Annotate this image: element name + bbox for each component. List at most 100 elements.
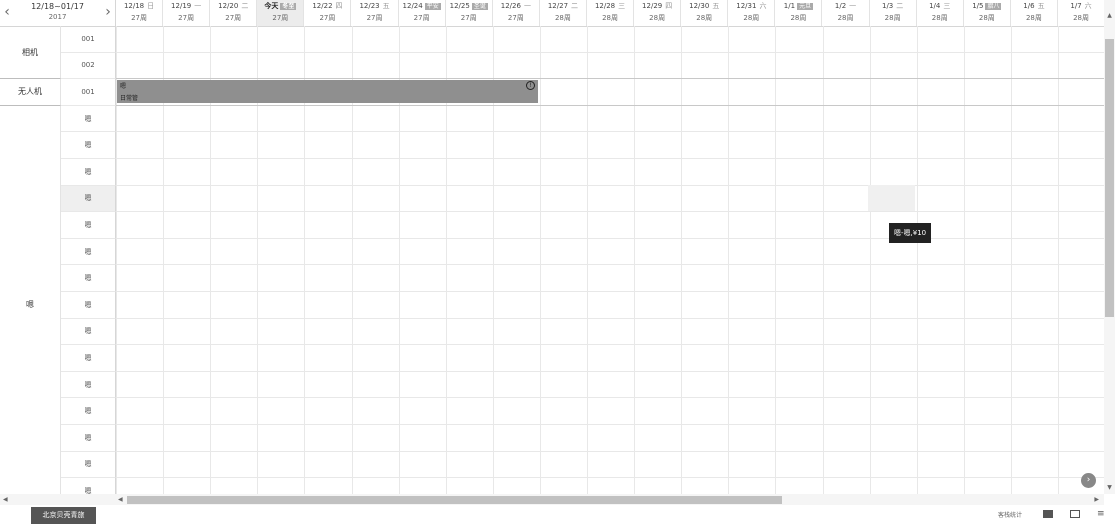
booking-status: 日常管 <box>120 95 139 102</box>
room-unit[interactable]: 嗯 <box>61 212 116 239</box>
day-date: 12/23 五 <box>352 1 398 11</box>
room-unit[interactable]: 嗯 <box>61 398 116 425</box>
grid-row-line <box>116 291 1104 292</box>
room-unit[interactable]: 嗯 <box>61 159 116 186</box>
footer-bar: 北京贝壳青旅 客栈统计 ≡ <box>0 505 1115 524</box>
day-date: 12/20 二 <box>210 1 256 11</box>
day-header[interactable]: 12/23 五 27周 <box>352 0 399 26</box>
day-week: 28周 <box>696 14 713 22</box>
day-header[interactable]: 1/7 六 28周 <box>1058 0 1106 26</box>
day-header[interactable]: 1/3 二 28周 <box>870 0 917 26</box>
day-weekday: 二 <box>896 2 904 10</box>
horizontal-scrollbar[interactable]: ◀ ◀ ▶ <box>0 494 1104 505</box>
chevron-right-circle-icon[interactable]: › <box>1081 473 1096 488</box>
hover-cell[interactable] <box>868 185 915 211</box>
room-unit[interactable]: 002 <box>61 52 116 80</box>
room-unit[interactable]: 嗯 <box>61 318 116 346</box>
day-weekday: 五 <box>712 2 720 10</box>
grid-column-line <box>539 26 541 494</box>
grid-row-line <box>116 131 1104 133</box>
day-date: 12/28 三 <box>587 1 633 11</box>
day-header[interactable]: 12/18 日 27周 <box>116 0 164 26</box>
room-unit[interactable]: 001 <box>61 26 116 53</box>
day-header[interactable]: 12/26 一 27周 <box>493 0 540 26</box>
day-date-text: 12/24 <box>402 2 423 10</box>
day-header[interactable]: 1/2 一 28周 <box>823 0 870 26</box>
date-range-selector[interactable]: ‹ 12/18~01/17 2017 › <box>0 0 116 26</box>
day-header[interactable]: 12/25 圣诞 27周 <box>446 0 493 26</box>
day-header[interactable]: 12/20 二 27周 <box>210 0 258 26</box>
room-unit[interactable]: 嗯 <box>61 105 116 133</box>
day-header[interactable]: 1/5 腊八 28周 <box>964 0 1011 26</box>
day-header[interactable]: 12/27 二 28周 <box>540 0 587 26</box>
grid-row-line <box>116 51 1104 53</box>
scroll-down-icon[interactable]: ▼ <box>1107 484 1112 491</box>
scroll-left-icon[interactable]: ◀ <box>3 496 8 503</box>
day-weekday: 二 <box>571 2 579 10</box>
day-weekday: 二 <box>241 2 249 10</box>
grid-row-line <box>116 317 1104 319</box>
day-header[interactable]: 12/22 四 27周 <box>304 0 352 26</box>
store-selector[interactable]: 北京贝壳青旅 <box>31 507 96 524</box>
day-week: 27周 <box>507 14 524 22</box>
day-date: 12/24 平安 <box>399 1 445 10</box>
day-header[interactable]: 1/6 五 28周 <box>1011 0 1058 26</box>
day-header[interactable]: 12/31 六 28周 <box>728 0 776 26</box>
chevron-right-icon[interactable]: › <box>105 4 111 20</box>
grid-row-line <box>116 104 1104 106</box>
screen-icon[interactable] <box>1043 510 1053 518</box>
day-weekday: 五 <box>382 2 390 10</box>
price-tooltip: 嗯-嗯,¥10 <box>889 223 932 243</box>
day-date: 12/18 日 <box>116 1 162 11</box>
calendar-grid: 001 002 相机 001 无人机嗯嗯嗯嗯嗯嗯嗯嗯嗯嗯嗯嗯嗯嗯嗯嗯 嗯 日常管 ! 嗯… <box>0 26 1104 494</box>
day-week: 27周 <box>413 14 430 22</box>
day-header[interactable]: 1/1 元旦 28周 <box>775 0 823 26</box>
day-date-text: 1/4 <box>929 2 941 10</box>
day-weekday: 六 <box>1084 2 1092 10</box>
vertical-scrollbar[interactable]: ▲ ▼ <box>1104 0 1115 494</box>
room-unit[interactable]: 嗯 <box>61 238 116 266</box>
room-unit[interactable]: 嗯 <box>61 478 116 494</box>
vertical-scroll-thumb[interactable] <box>1105 39 1114 317</box>
room-unit[interactable]: 嗯 <box>61 425 116 452</box>
room-unit[interactable]: 嗯 <box>61 132 116 159</box>
day-week: 27周 <box>178 14 195 22</box>
mail-icon[interactable] <box>1070 510 1080 518</box>
day-week: 28周 <box>554 14 571 22</box>
room-group: 无人机 <box>0 79 61 106</box>
room-unit[interactable]: 嗯 <box>61 185 116 213</box>
stats-link[interactable]: 客栈统计 <box>998 512 1023 519</box>
grid-column-line <box>116 26 117 494</box>
booking-bar[interactable]: 嗯 日常管 ! <box>117 80 538 103</box>
day-date-text: 今天 <box>264 2 279 10</box>
room-unit[interactable]: 001 <box>61 79 116 106</box>
scroll-right-icon[interactable]: ▶ <box>1094 496 1099 503</box>
day-header[interactable]: 今天 冬至 27周 <box>257 0 305 26</box>
chevron-left-icon[interactable]: ‹ <box>4 4 10 20</box>
list-icon[interactable]: ≡ <box>1097 509 1105 519</box>
room-unit[interactable]: 嗯 <box>61 265 116 292</box>
grid-column-line <box>681 26 683 494</box>
room-unit[interactable]: 嗯 <box>61 292 116 319</box>
scroll-up-icon[interactable]: ▲ <box>1107 12 1112 19</box>
day-date: 1/5 腊八 <box>964 1 1010 10</box>
day-week: 28周 <box>790 14 807 22</box>
day-header[interactable]: 12/29 四 28周 <box>634 0 682 26</box>
room-unit[interactable]: 嗯 <box>61 345 116 372</box>
day-week: 28周 <box>649 14 666 22</box>
horizontal-scroll-thumb[interactable] <box>127 496 782 504</box>
day-weekday: 四 <box>665 2 673 10</box>
scroll-left-icon-2[interactable]: ◀ <box>118 496 123 503</box>
day-header[interactable]: 12/24 平安 27周 <box>399 0 446 26</box>
day-header[interactable]: 12/19 一 27周 <box>163 0 211 26</box>
room-unit[interactable]: 嗯 <box>61 451 116 479</box>
day-header[interactable]: 12/30 五 28周 <box>681 0 729 26</box>
day-header[interactable]: 12/28 三 28周 <box>587 0 635 26</box>
day-week: 27周 <box>319 14 336 22</box>
holiday-tag: 腊八 <box>985 3 1002 10</box>
grid-row-line <box>116 184 1104 186</box>
grid-column-line <box>257 26 259 494</box>
day-date: 12/22 四 <box>304 1 350 11</box>
day-header[interactable]: 1/4 三 28周 <box>917 0 964 26</box>
room-unit[interactable]: 嗯 <box>61 371 116 399</box>
